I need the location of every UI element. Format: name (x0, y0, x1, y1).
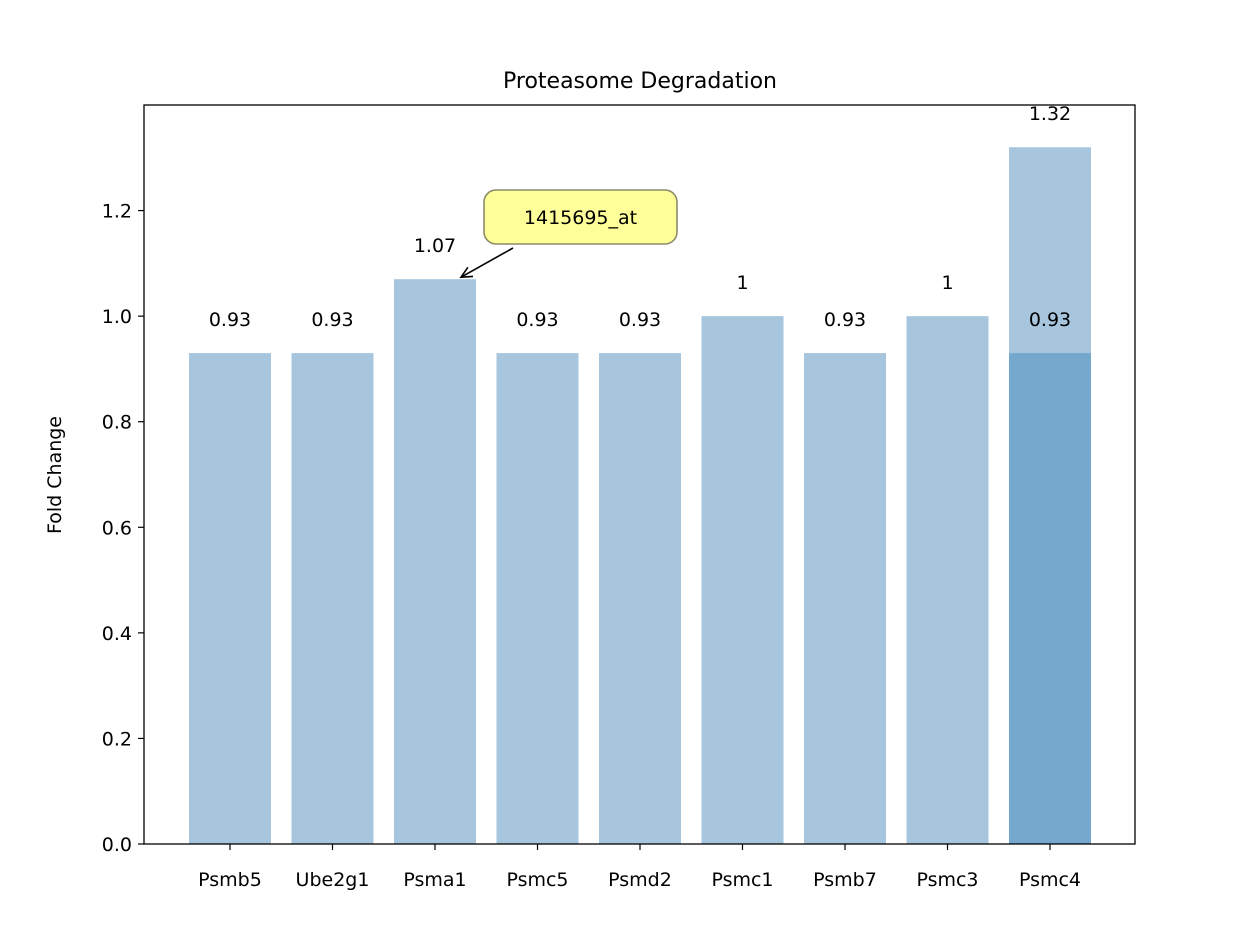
x-tick-label-psma1: Psma1 (403, 869, 466, 891)
bar-psmb7 (804, 353, 886, 844)
bar-psmc3 (906, 316, 989, 845)
bar-psma1 (394, 279, 476, 844)
overlay-value-label-psmc4: 0.93 (1029, 309, 1071, 331)
y-tick-label: 0.0 (102, 834, 132, 856)
value-label-psmb5: 0.93 (209, 309, 251, 331)
y-tick-label: 0.2 (102, 728, 132, 750)
annotation-group: 1415695_at (459, 189, 678, 279)
y-tick-label: 1.0 (102, 306, 132, 328)
bar-psmc1 (701, 316, 784, 845)
overlay-bars-group (1009, 353, 1091, 844)
chart-title: Proteasome Degradation (503, 69, 777, 94)
bar-psmd2 (599, 353, 681, 844)
x-tick-label-psmc4: Psmc4 (1019, 869, 1081, 891)
x-tick-label-psmc1: Psmc1 (711, 869, 773, 891)
value-label-psmb7: 0.93 (824, 309, 866, 331)
annotation-arrow-head (459, 266, 474, 279)
y-tick-label: 0.8 (102, 412, 132, 434)
value-label-psmc1: 1 (736, 272, 748, 294)
bar-ube2g1 (291, 353, 374, 844)
y-tick-label: 1.2 (102, 201, 132, 223)
value-label-psmc5: 0.93 (516, 309, 558, 331)
y-axis-label: Fold Change (44, 416, 66, 534)
value-label-psmd2: 0.93 (619, 309, 661, 331)
value-label-psma1: 1.07 (414, 235, 456, 257)
bar-psmc5 (496, 353, 579, 844)
x-tick-label-psmc5: Psmc5 (506, 869, 568, 891)
y-tick-label: 0.4 (102, 623, 132, 645)
value-label-psmc3: 1 (941, 272, 953, 294)
annotation-arrow-line (460, 247, 514, 278)
overlay-bar-psmc4 (1009, 353, 1091, 844)
x-axis-ticks: Psmb5 Ube2g1 Psma1 Psmc5 Psmd2 Psmc1 Psmb7 Psmc… (198, 844, 1081, 891)
y-tick-label: 0.6 (102, 517, 132, 539)
value-label-ube2g1: 0.93 (311, 309, 353, 331)
bars-group (189, 147, 1091, 845)
x-tick-label-psmc3: Psmc3 (916, 869, 978, 891)
value-labels-group: 0.93 0.93 1.07 0.93 0.93 1 0.93 1 1.32 0.93 (209, 103, 1071, 331)
x-tick-label-psmb7: Psmb7 (813, 869, 877, 891)
x-tick-label-ube2g1: Ube2g1 (296, 869, 370, 891)
x-tick-label-psmb5: Psmb5 (198, 869, 262, 891)
annotation-box (483, 189, 678, 245)
value-label-psmc4: 1.32 (1029, 103, 1071, 125)
bar-psmb5 (189, 353, 271, 844)
x-tick-label-psmd2: Psmd2 (608, 869, 672, 891)
annotation-text: 1415695_at (524, 207, 637, 229)
y-axis-ticks: 0.0 0.2 0.4 0.6 0.8 1.0 1.2 (102, 201, 144, 856)
